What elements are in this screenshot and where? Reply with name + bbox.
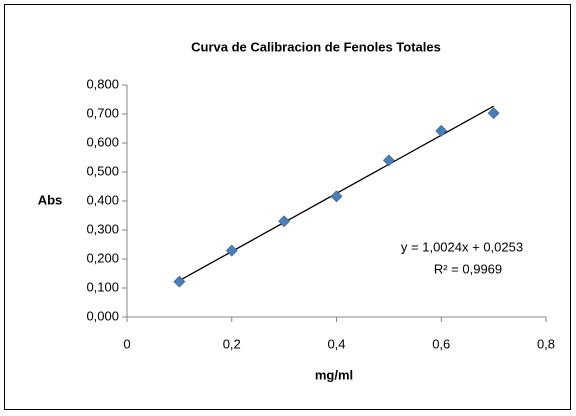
y-tick-label: 0,200: [86, 250, 119, 265]
data-point: [330, 190, 343, 203]
data-point: [487, 107, 500, 120]
x-tick-label: 0,6: [432, 336, 450, 351]
y-tick-label: 0,100: [86, 279, 119, 294]
data-point: [225, 244, 238, 257]
data-point: [435, 124, 448, 137]
chart-title: Curva de Calibracion de Fenoles Totales: [191, 39, 441, 54]
chart-border: [4, 4, 571, 410]
y-tick-label: 0,500: [86, 163, 119, 178]
y-tick-label: 0,000: [86, 308, 119, 323]
x-tick-label: 0,2: [223, 336, 241, 351]
x-axis-label: mg/ml: [315, 367, 353, 382]
y-tick-label: 0,300: [86, 221, 119, 236]
trendline-equation: y = 1,0024x + 0,0253: [401, 239, 523, 254]
x-tick-label: 0,8: [537, 336, 555, 351]
trendline-r2: R² = 0,9969: [434, 261, 502, 276]
data-point: [278, 215, 291, 228]
y-tick-label: 0,600: [86, 134, 119, 149]
data-point: [173, 275, 186, 288]
x-tick-label: 0,4: [327, 336, 345, 351]
y-tick-label: 0,800: [86, 76, 119, 91]
y-tick-label: 0,700: [86, 105, 119, 120]
y-axis-label: Abs: [38, 192, 63, 207]
data-point: [382, 154, 395, 167]
x-tick-label: 0: [123, 336, 130, 351]
y-tick-label: 0,400: [86, 192, 119, 207]
